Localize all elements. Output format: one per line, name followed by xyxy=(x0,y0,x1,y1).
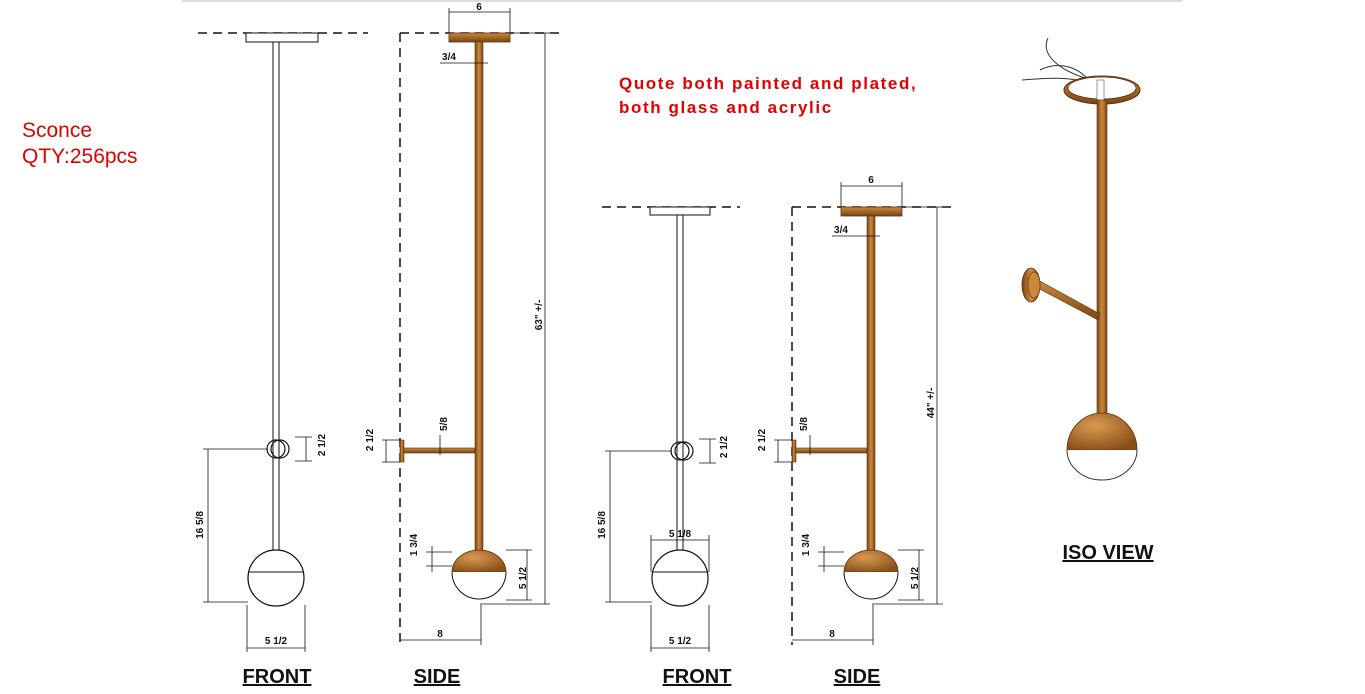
quote-line-1: Quote both painted and plated, xyxy=(619,74,918,93)
side-view-a: 6 3/4 63" +/- 2 1/2 5/8 1 3/4 5 1/2 8 xyxy=(365,2,560,645)
quote-note: Quote both painted and plated, both glas… xyxy=(619,72,917,120)
sconce-qty: QTY:256pcs xyxy=(22,145,138,168)
dim-a-stem: 3/4 xyxy=(442,52,456,63)
label-front-b: FRONT xyxy=(663,666,732,688)
dim-a-wallplate: 2 1/2 xyxy=(365,428,376,451)
front-view-a: 2 1/2 16 5/8 5 1/2 xyxy=(195,32,368,652)
dim-a-globe-w: 5 1/2 xyxy=(265,636,288,647)
dim-b-drop: 16 5/8 xyxy=(597,511,608,539)
dim-b-ring: 2 1/2 xyxy=(719,435,730,458)
dim-a-ring: 2 1/2 xyxy=(317,433,328,456)
dim-a-projection: 8 xyxy=(437,629,443,640)
dim-a-drop: 16 5/8 xyxy=(195,511,206,539)
dim-a-canopy: 6 xyxy=(476,2,482,13)
side-view-b: 6 3/4 44" +/- 2 1/2 5/8 1 3/4 5 1/2 8 xyxy=(757,175,955,645)
label-front-a: FRONT xyxy=(243,666,312,688)
dim-b-globe-top: 5 1/8 xyxy=(669,529,692,540)
dim-b-globe-h: 5 1/2 xyxy=(910,566,921,589)
label-iso: ISO VIEW xyxy=(1062,542,1153,564)
dim-b-canopy: 6 xyxy=(868,175,874,186)
dim-a-arm: 5/8 xyxy=(439,417,450,431)
quote-line-2: both glass and acrylic xyxy=(619,98,833,117)
label-side-b: SIDE xyxy=(834,666,881,688)
sconce-title: Sconce xyxy=(22,119,93,142)
dim-a-globe-cap: 1 3/4 xyxy=(409,533,420,556)
iso-view xyxy=(1021,37,1141,481)
sconce-note: Sconce QTY:256pcs xyxy=(22,118,138,170)
dim-b-arm: 5/8 xyxy=(799,417,810,431)
dim-b-stem: 3/4 xyxy=(834,225,848,236)
dim-a-overall: 63" +/- xyxy=(534,300,545,331)
dim-b-projection: 8 xyxy=(829,629,835,640)
dim-b-overall: 44" +/- xyxy=(926,388,937,419)
label-side-a: SIDE xyxy=(414,666,461,688)
dim-b-globe-w: 5 1/2 xyxy=(669,636,692,647)
dim-b-globe-cap: 1 3/4 xyxy=(801,533,812,556)
front-view-b: 2 1/2 16 5/8 5 1/8 5 1/2 xyxy=(597,206,740,652)
dim-a-globe-h: 5 1/2 xyxy=(518,566,529,589)
dim-b-wallplate: 2 1/2 xyxy=(757,428,768,451)
